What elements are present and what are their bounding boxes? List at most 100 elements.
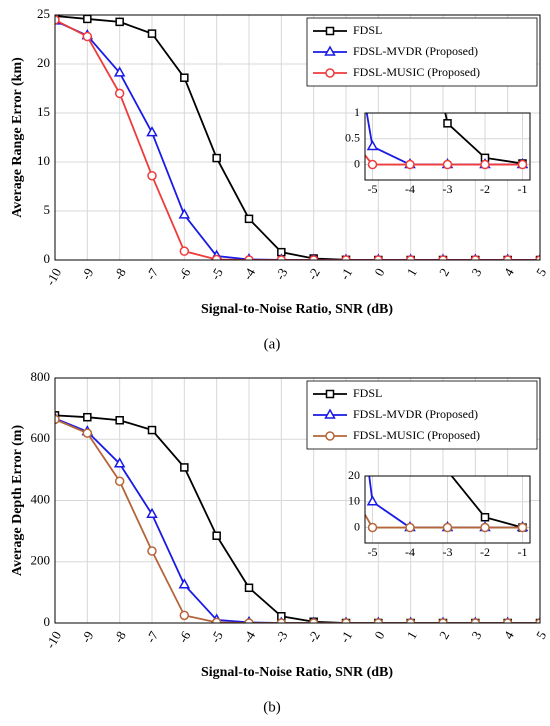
x-tick-label: -3 xyxy=(272,265,290,282)
marker xyxy=(373,618,384,623)
x-tick-label: -1 xyxy=(337,628,355,645)
marker xyxy=(308,618,319,623)
marker xyxy=(82,428,93,438)
marker xyxy=(276,255,287,260)
marker xyxy=(502,255,513,260)
marker xyxy=(325,26,335,36)
x-tick-label: -5 xyxy=(368,182,378,196)
y-tick-label: 20 xyxy=(37,55,50,70)
inset: 0 10 20 -5 -4 -3 -2 -1 xyxy=(348,468,531,559)
marker xyxy=(480,522,490,533)
x-tick-label: -2 xyxy=(304,265,322,282)
x-tick-label: 0 xyxy=(371,628,387,641)
series-line xyxy=(55,19,540,260)
series-group xyxy=(365,113,529,170)
y-tick-label: 400 xyxy=(31,491,51,506)
marker xyxy=(179,246,190,256)
x-tick-label: 2 xyxy=(436,628,452,641)
y-axis-label: Average Depth Error (m) xyxy=(10,425,25,577)
marker xyxy=(113,66,126,77)
marker xyxy=(480,512,490,522)
series-line xyxy=(55,15,540,260)
y-tick-label: 0 xyxy=(44,614,51,629)
x-tick-label: 0 xyxy=(371,265,387,278)
x-tick-label: -5 xyxy=(207,265,225,282)
marker xyxy=(55,15,60,25)
marker xyxy=(324,45,336,56)
marker xyxy=(83,412,92,422)
marker xyxy=(367,522,378,533)
series-group xyxy=(365,476,529,533)
x-tick-label: -2 xyxy=(304,628,322,645)
series-line xyxy=(55,417,540,623)
marker xyxy=(367,159,378,170)
y-tick-label: 15 xyxy=(37,104,50,119)
marker xyxy=(113,457,126,468)
y-tick-label: 600 xyxy=(31,430,51,445)
marker xyxy=(324,408,336,419)
marker xyxy=(115,416,124,425)
x-tick-label: -1 xyxy=(337,265,355,282)
y-tick-label: 10 xyxy=(348,494,360,508)
x-tick-label: 1 xyxy=(404,628,420,641)
plot-frame xyxy=(364,475,531,544)
x-tick-label: 2 xyxy=(436,265,452,278)
y-tick-label: 10 xyxy=(37,153,50,168)
marker xyxy=(325,431,335,441)
marker xyxy=(276,618,287,623)
legend-label: FDSL-MVDR (Proposed) xyxy=(353,44,478,58)
x-tick-label: 5 xyxy=(533,628,549,641)
x-tick-label: -5 xyxy=(207,628,225,645)
marker xyxy=(480,159,490,170)
x-tick-label: -8 xyxy=(110,628,128,645)
legend-label: FDSL xyxy=(353,23,382,37)
x-tick-label: 1 xyxy=(404,265,420,278)
x-tick-label: -3 xyxy=(443,182,453,196)
x-tick-label: -7 xyxy=(143,628,162,645)
marker xyxy=(438,618,448,623)
y-tick-label: 5 xyxy=(44,202,51,217)
marker xyxy=(147,546,157,556)
marker xyxy=(308,255,319,260)
marker xyxy=(146,126,158,137)
marker xyxy=(325,68,335,78)
x-tick-label: 5 xyxy=(533,265,549,278)
x-tick-label: 4 xyxy=(501,265,517,279)
y-tick-label: 0 xyxy=(354,156,360,170)
x-tick-label: -2 xyxy=(480,545,490,559)
marker xyxy=(244,583,254,593)
marker xyxy=(405,159,415,170)
x-tick-label: -4 xyxy=(240,265,259,282)
legend-label: FDSL xyxy=(353,386,382,400)
marker xyxy=(212,531,221,540)
series-line xyxy=(365,153,523,166)
caption: (a) xyxy=(264,336,281,352)
x-tick-label: -3 xyxy=(443,545,453,559)
x-axis-label: Signal-to-Noise Ratio, SNR (dB) xyxy=(201,302,393,317)
marker xyxy=(442,159,453,170)
marker xyxy=(341,255,351,260)
inset: 0 0.5 1 -5 -4 -3 -2 -1 xyxy=(345,105,531,196)
x-tick-label: -10 xyxy=(43,265,65,288)
y-axis-label: Average Range Error (km) xyxy=(10,57,25,218)
legend-label: FDSL-MUSIC (Proposed) xyxy=(353,65,480,79)
series-line xyxy=(55,418,540,623)
x-tick-label: -1 xyxy=(518,182,528,196)
marker xyxy=(211,617,222,623)
marker xyxy=(180,463,189,472)
marker xyxy=(147,170,157,181)
marker xyxy=(244,214,254,224)
marker xyxy=(470,255,481,260)
marker xyxy=(405,522,415,533)
y-tick-label: 0 xyxy=(44,251,51,266)
marker xyxy=(502,618,513,623)
y-tick-label: 200 xyxy=(31,553,51,568)
marker xyxy=(405,255,416,260)
x-tick-label: -6 xyxy=(175,628,194,645)
marker xyxy=(517,522,528,533)
marker xyxy=(535,618,540,623)
x-tick-label: -2 xyxy=(480,182,490,196)
y-tick-label: 20 xyxy=(348,468,360,482)
marker xyxy=(405,618,416,623)
